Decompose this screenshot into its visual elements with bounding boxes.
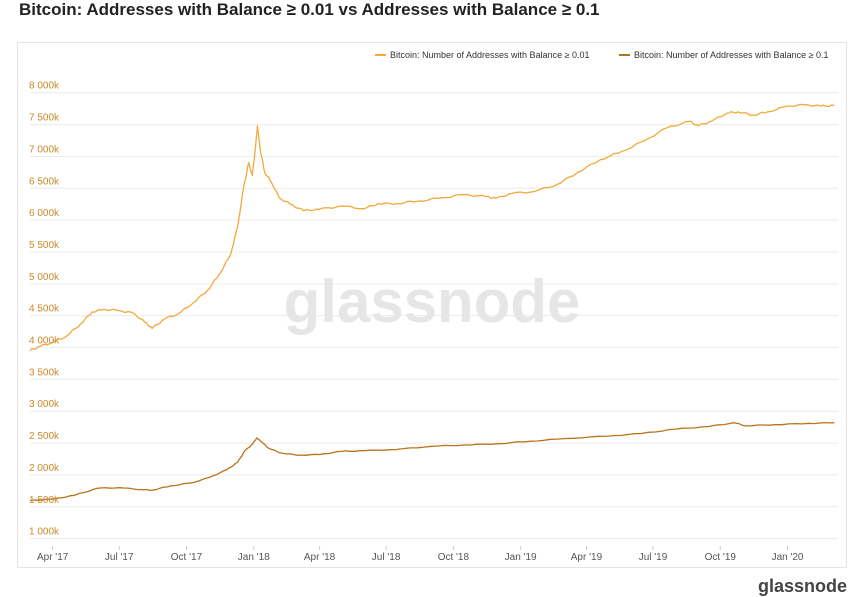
x-axis-ticks: Apr '17 Jul '17 Oct '17 Jan '18 Apr '18 Jul '…: [37, 546, 804, 563]
y-tick-label: 3 000k: [29, 399, 60, 410]
y-tick-label: 3 500k: [29, 367, 60, 378]
x-tick-label: Oct '19: [705, 552, 737, 563]
x-tick-label: Jan '19: [505, 552, 537, 563]
y-axis-ticks: 1 000k 1 500k 2 000k 2 500k 3 000k 3 500k 4 00…: [29, 81, 60, 538]
series-line-balance-0-1[interactable]: [29, 421, 835, 502]
x-tick-label: Jul '17: [105, 552, 134, 563]
y-tick-label: 4 000k: [29, 336, 60, 347]
chart-frame: [17, 42, 847, 568]
y-tick-label: 2 000k: [29, 463, 60, 474]
legend-label[interactable]: Bitcoin: Number of Addresses with Balanc…: [634, 50, 829, 60]
x-tick-label: Jul '19: [639, 552, 668, 563]
y-tick-label: 6 000k: [29, 208, 60, 219]
x-tick-label: Jan '20: [772, 552, 804, 563]
y-tick-label: 8 000k: [29, 81, 60, 92]
y-tick-label: 5 500k: [29, 240, 60, 251]
y-tick-label: 2 500k: [29, 431, 60, 442]
y-tick-label: 5 000k: [29, 272, 60, 283]
chart-title: Bitcoin: Addresses with Balance ≥ 0.01 v…: [19, 0, 600, 19]
y-tick-label: 7 000k: [29, 144, 60, 155]
series-layer: [29, 103, 835, 502]
x-tick-label: Jan '18: [238, 552, 270, 563]
grid-layer: [30, 92, 838, 540]
legend[interactable]: Bitcoin: Number of Addresses with Balanc…: [375, 50, 829, 60]
x-tick-label: Oct '17: [171, 552, 203, 563]
legend-label[interactable]: Bitcoin: Number of Addresses with Balanc…: [390, 50, 590, 60]
x-tick-label: Apr '18: [304, 552, 336, 563]
footer-logo: glassnode: [757, 576, 847, 596]
y-tick-label: 4 500k: [29, 304, 60, 315]
y-tick-label: 1 500k: [29, 495, 60, 506]
series-line-balance-0-01[interactable]: [29, 103, 835, 352]
x-tick-label: Apr '19: [571, 552, 603, 563]
y-tick-label: 1 000k: [29, 527, 60, 538]
x-tick-label: Apr '17: [37, 552, 69, 563]
x-tick-label: Jul '18: [372, 552, 401, 563]
y-tick-label: 7 500k: [29, 113, 60, 124]
y-tick-label: 6 500k: [29, 176, 60, 187]
x-tick-label: Oct '18: [438, 552, 470, 563]
watermark: glassnode: [284, 268, 581, 335]
